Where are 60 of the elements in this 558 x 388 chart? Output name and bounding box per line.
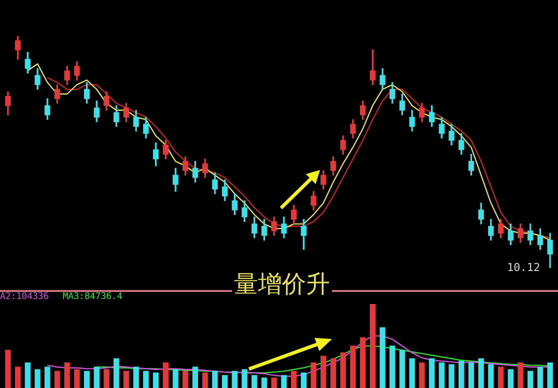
bar — [518, 362, 524, 388]
bar — [34, 369, 40, 388]
bar — [192, 366, 198, 388]
bar — [537, 366, 544, 388]
text: A2:104336 — [0, 292, 49, 302]
bar — [242, 369, 248, 388]
bar — [182, 370, 188, 388]
bar — [152, 372, 159, 388]
annotation: 10.12 — [507, 261, 540, 274]
bar — [390, 346, 396, 388]
bar — [409, 358, 415, 388]
bar — [94, 366, 100, 388]
bar — [458, 360, 464, 388]
bar — [84, 370, 90, 388]
bar — [104, 369, 110, 388]
bar — [172, 369, 178, 388]
bar — [202, 372, 208, 388]
bar — [114, 358, 120, 388]
bar — [488, 364, 494, 388]
bar — [438, 362, 444, 388]
bar — [448, 364, 454, 388]
bar — [498, 366, 504, 388]
bar — [428, 358, 435, 388]
bar — [123, 370, 130, 388]
bar — [360, 337, 366, 388]
bar — [320, 356, 326, 388]
bar — [54, 370, 60, 388]
text: 量增价升 — [232, 268, 332, 300]
bar — [468, 362, 474, 388]
bar — [310, 362, 316, 388]
bar — [271, 378, 277, 388]
bar — [252, 375, 258, 388]
bar — [5, 350, 11, 388]
bar — [74, 369, 80, 388]
bar — [143, 370, 149, 388]
bar — [133, 366, 139, 388]
bar — [44, 366, 50, 388]
bar — [300, 372, 306, 388]
bar — [340, 352, 346, 388]
bar — [24, 362, 30, 388]
bar — [281, 375, 287, 388]
bar — [478, 358, 484, 388]
bar — [162, 362, 168, 388]
bar — [547, 362, 553, 388]
bar — [419, 362, 425, 388]
bar — [290, 370, 297, 388]
bar — [222, 375, 228, 388]
bar — [370, 304, 376, 388]
bar — [508, 369, 514, 388]
bar — [212, 370, 218, 388]
bar — [380, 327, 386, 388]
bar — [261, 378, 268, 388]
bar — [330, 358, 336, 388]
bar — [528, 370, 534, 388]
bar — [399, 350, 406, 388]
bar — [64, 362, 70, 388]
bar — [232, 370, 238, 388]
bar — [350, 346, 356, 388]
text: MA3:84736.4 — [62, 292, 122, 302]
bar — [14, 366, 21, 388]
